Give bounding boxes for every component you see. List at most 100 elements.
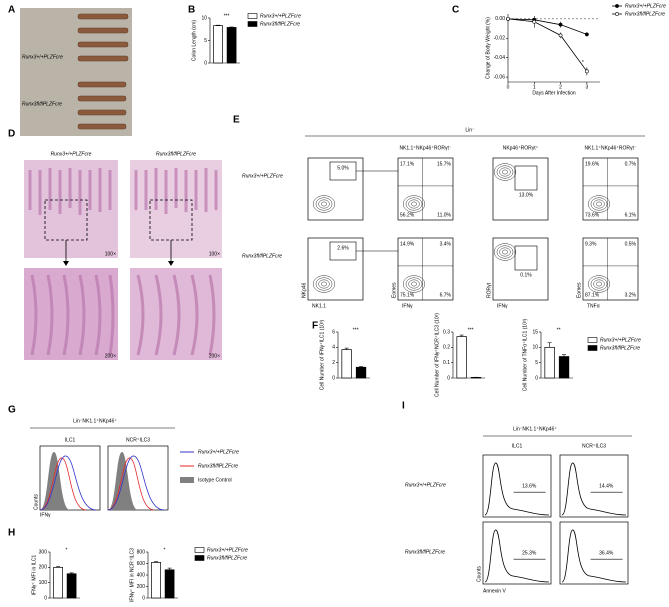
histogram-box: [482, 454, 552, 518]
contour: [315, 277, 333, 291]
panel-label: B: [188, 5, 195, 16]
legend-label: Runx3+/+PLZFcre: [207, 547, 248, 553]
contours: [494, 163, 517, 181]
row-label: Runx3fl/flPLZFcre: [22, 101, 62, 107]
contour: [494, 163, 517, 181]
legend-label: Runx3fl/flPLZFcre: [207, 555, 247, 561]
y-tick-label: 300: [39, 549, 48, 555]
contour: [403, 275, 426, 293]
flow-plot: [582, 157, 639, 221]
row-label: Runx3+/+PLZFcre: [242, 173, 283, 179]
flow-plot: [492, 237, 549, 301]
significance: *: [66, 547, 68, 553]
legend-label: Runx3fl/flPLZFcre: [600, 345, 640, 351]
contour: [496, 165, 514, 179]
y-tick-label: 10: [532, 345, 538, 351]
legend-swatch: [180, 477, 194, 483]
y-tick-label: 6: [332, 329, 335, 335]
magnification: 100×: [209, 251, 220, 257]
y-axis-label: Cell Number of IFNγ⁺NCR⁺ILC3 (10³): [434, 313, 440, 397]
legend-label: Runx3+/+PLZFcre: [198, 449, 239, 455]
column-header: NCR⁺ILC3: [582, 443, 606, 449]
section-title: Lin⁻: [465, 127, 475, 133]
bar: [355, 366, 367, 379]
significance: *: [164, 547, 166, 553]
column-header: NK1.1⁺NKp46⁺RORγt⁻: [584, 145, 636, 151]
panel-label: D: [8, 129, 15, 140]
bar: [456, 336, 467, 379]
panel-label: A: [8, 5, 15, 16]
contours: [403, 195, 426, 213]
y-axis-label: Cell Number of TNFα⁺ILC1 (10³): [522, 318, 528, 391]
bar: [470, 377, 482, 379]
gate-percent: 0.1%: [520, 272, 532, 278]
legend-label: Runx3+/+PLZFcre: [625, 3, 666, 9]
contour: [403, 195, 426, 213]
x-tick-label: 3: [585, 84, 588, 90]
contour: [502, 249, 508, 255]
legend-label: Runx3+/+PLZFcre: [260, 13, 301, 19]
column-header: Runx3+/+PLZFcre: [51, 151, 92, 157]
quadrant-percent: 19.6%: [585, 161, 600, 167]
legend-label: Isotype Control: [198, 477, 232, 483]
bar: [164, 569, 175, 599]
magnification: 200×: [209, 353, 220, 359]
gate-percent: 13.6%: [522, 483, 537, 489]
bar: [558, 356, 570, 379]
panel-label: H: [8, 528, 15, 539]
flow-plot: [397, 237, 454, 301]
contour: [494, 243, 517, 261]
contour: [596, 281, 602, 287]
contour: [315, 197, 333, 211]
panel-label: I: [402, 401, 405, 412]
magnification: 200×: [105, 353, 116, 359]
legend-swatch: [194, 547, 205, 553]
contour: [318, 199, 330, 209]
bar: [226, 27, 237, 64]
bar: [66, 573, 77, 599]
histogram: [484, 529, 550, 583]
legend-label: Runx3fl/flPLZFcre: [625, 11, 665, 17]
y-axis-label: Colon Length (cm): [191, 20, 197, 61]
x-axis-label: IFNγ: [402, 303, 413, 309]
legend-swatch: [194, 555, 205, 561]
quadrant-percent: 56.2%: [400, 212, 415, 218]
y-axis-label: Eomes: [391, 282, 397, 298]
x-tick-label: 0: [507, 84, 510, 90]
wt-hist: [39, 455, 97, 511]
histology: [24, 160, 222, 360]
y-tick-label: 4: [332, 345, 335, 351]
histogram-box: [482, 521, 552, 585]
histogram: [561, 462, 627, 516]
point: [532, 19, 537, 24]
legend-label: Runx3fl/flPLZFcre: [260, 21, 300, 27]
flow-plot: [582, 237, 639, 301]
quadrant-percent: 3.2%: [625, 292, 637, 298]
contours: [588, 195, 611, 213]
contour: [318, 279, 330, 289]
point: [584, 69, 589, 74]
quadrant-percent: 14.9%: [400, 241, 415, 247]
quadrant-percent: 3.4%: [440, 241, 452, 247]
y-axis-label: Eomes: [576, 282, 582, 298]
row-label: Runx3+/+PLZFcre: [22, 54, 63, 60]
panel-label: E: [233, 115, 240, 126]
contour: [590, 277, 608, 291]
gate-percent: 36.4%: [599, 550, 614, 556]
contour: [411, 281, 417, 287]
y-tick-label: 0: [535, 375, 538, 381]
panel-label: C: [452, 5, 459, 16]
significance: **: [557, 327, 561, 333]
y-tick-label: 15: [532, 329, 538, 335]
x-axis-label: Annexin V: [483, 588, 506, 594]
y-tick-label: 200: [39, 565, 48, 571]
y-axis-label: Change of Body Weight (%): [485, 17, 491, 79]
annotation: *: [582, 60, 584, 66]
y-tick-label: 0.1: [443, 360, 450, 366]
point: [558, 22, 563, 27]
quadrant-percent: 87.1%: [585, 292, 600, 298]
y-tick-label: 5: [535, 360, 538, 366]
contour: [313, 195, 336, 213]
bar: [53, 566, 63, 599]
y-tick-label: -0.02: [494, 36, 506, 42]
